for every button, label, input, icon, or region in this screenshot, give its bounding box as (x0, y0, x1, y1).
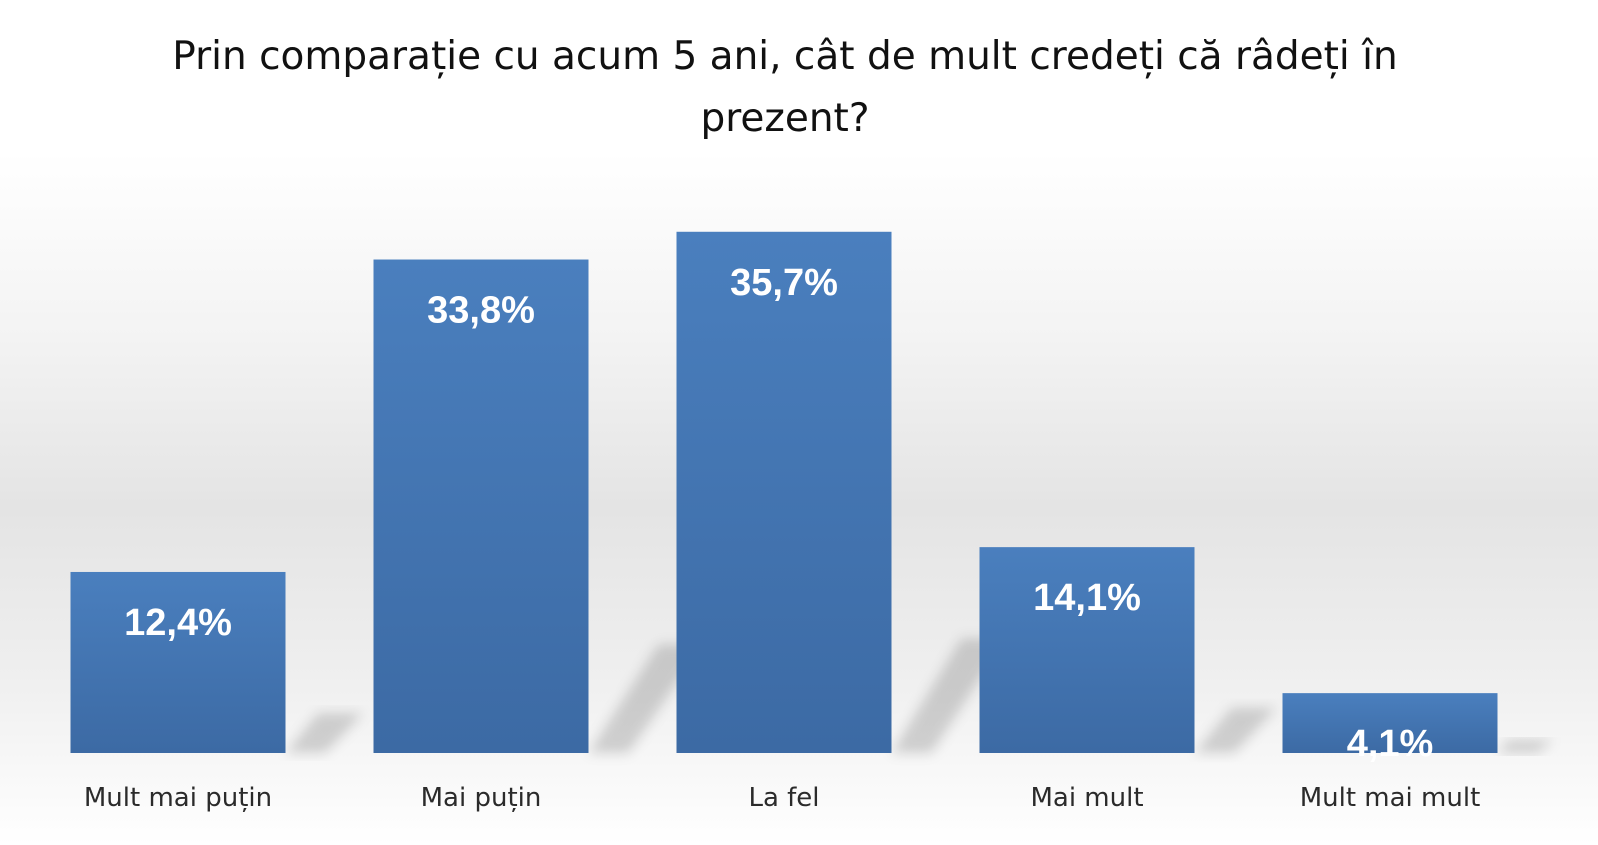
category-label: Mult mai mult (1300, 783, 1481, 813)
category-label: Mai puțin (421, 783, 542, 813)
bar-3 (676, 231, 892, 753)
category-label: Mult mai puțin (84, 783, 272, 813)
category-label: Mai mult (1030, 783, 1143, 813)
value-labels: 12,4% 33,8% 35,7% 14,1% 4,1% (124, 262, 1433, 765)
category-labels: Mult mai puțin Mai puțin La fel Mai mult Mul… (84, 783, 1480, 813)
bar-shadow (1194, 707, 1277, 753)
bar-shadows (285, 638, 1554, 753)
bar-4 (979, 547, 1195, 753)
bar-shadow (1497, 739, 1554, 753)
bar-2 (373, 259, 589, 753)
bar-value-label: 14,1% (1033, 577, 1141, 619)
bar-shadow (891, 638, 1007, 753)
bar-5 (1282, 693, 1498, 753)
bars (70, 231, 1498, 753)
category-label: La fel (748, 783, 819, 813)
chart-title: Prin comparație cu acum 5 ani, cât de mu… (172, 34, 1398, 141)
bar-value-label: 4,1% (1347, 723, 1434, 765)
bar-1 (70, 571, 286, 753)
bar-shadow (588, 644, 704, 753)
bar-shadow (285, 713, 364, 753)
bar-value-label: 33,8% (427, 290, 535, 332)
bar-value-label: 35,7% (730, 262, 838, 304)
bar-value-label: 12,4% (124, 602, 232, 644)
